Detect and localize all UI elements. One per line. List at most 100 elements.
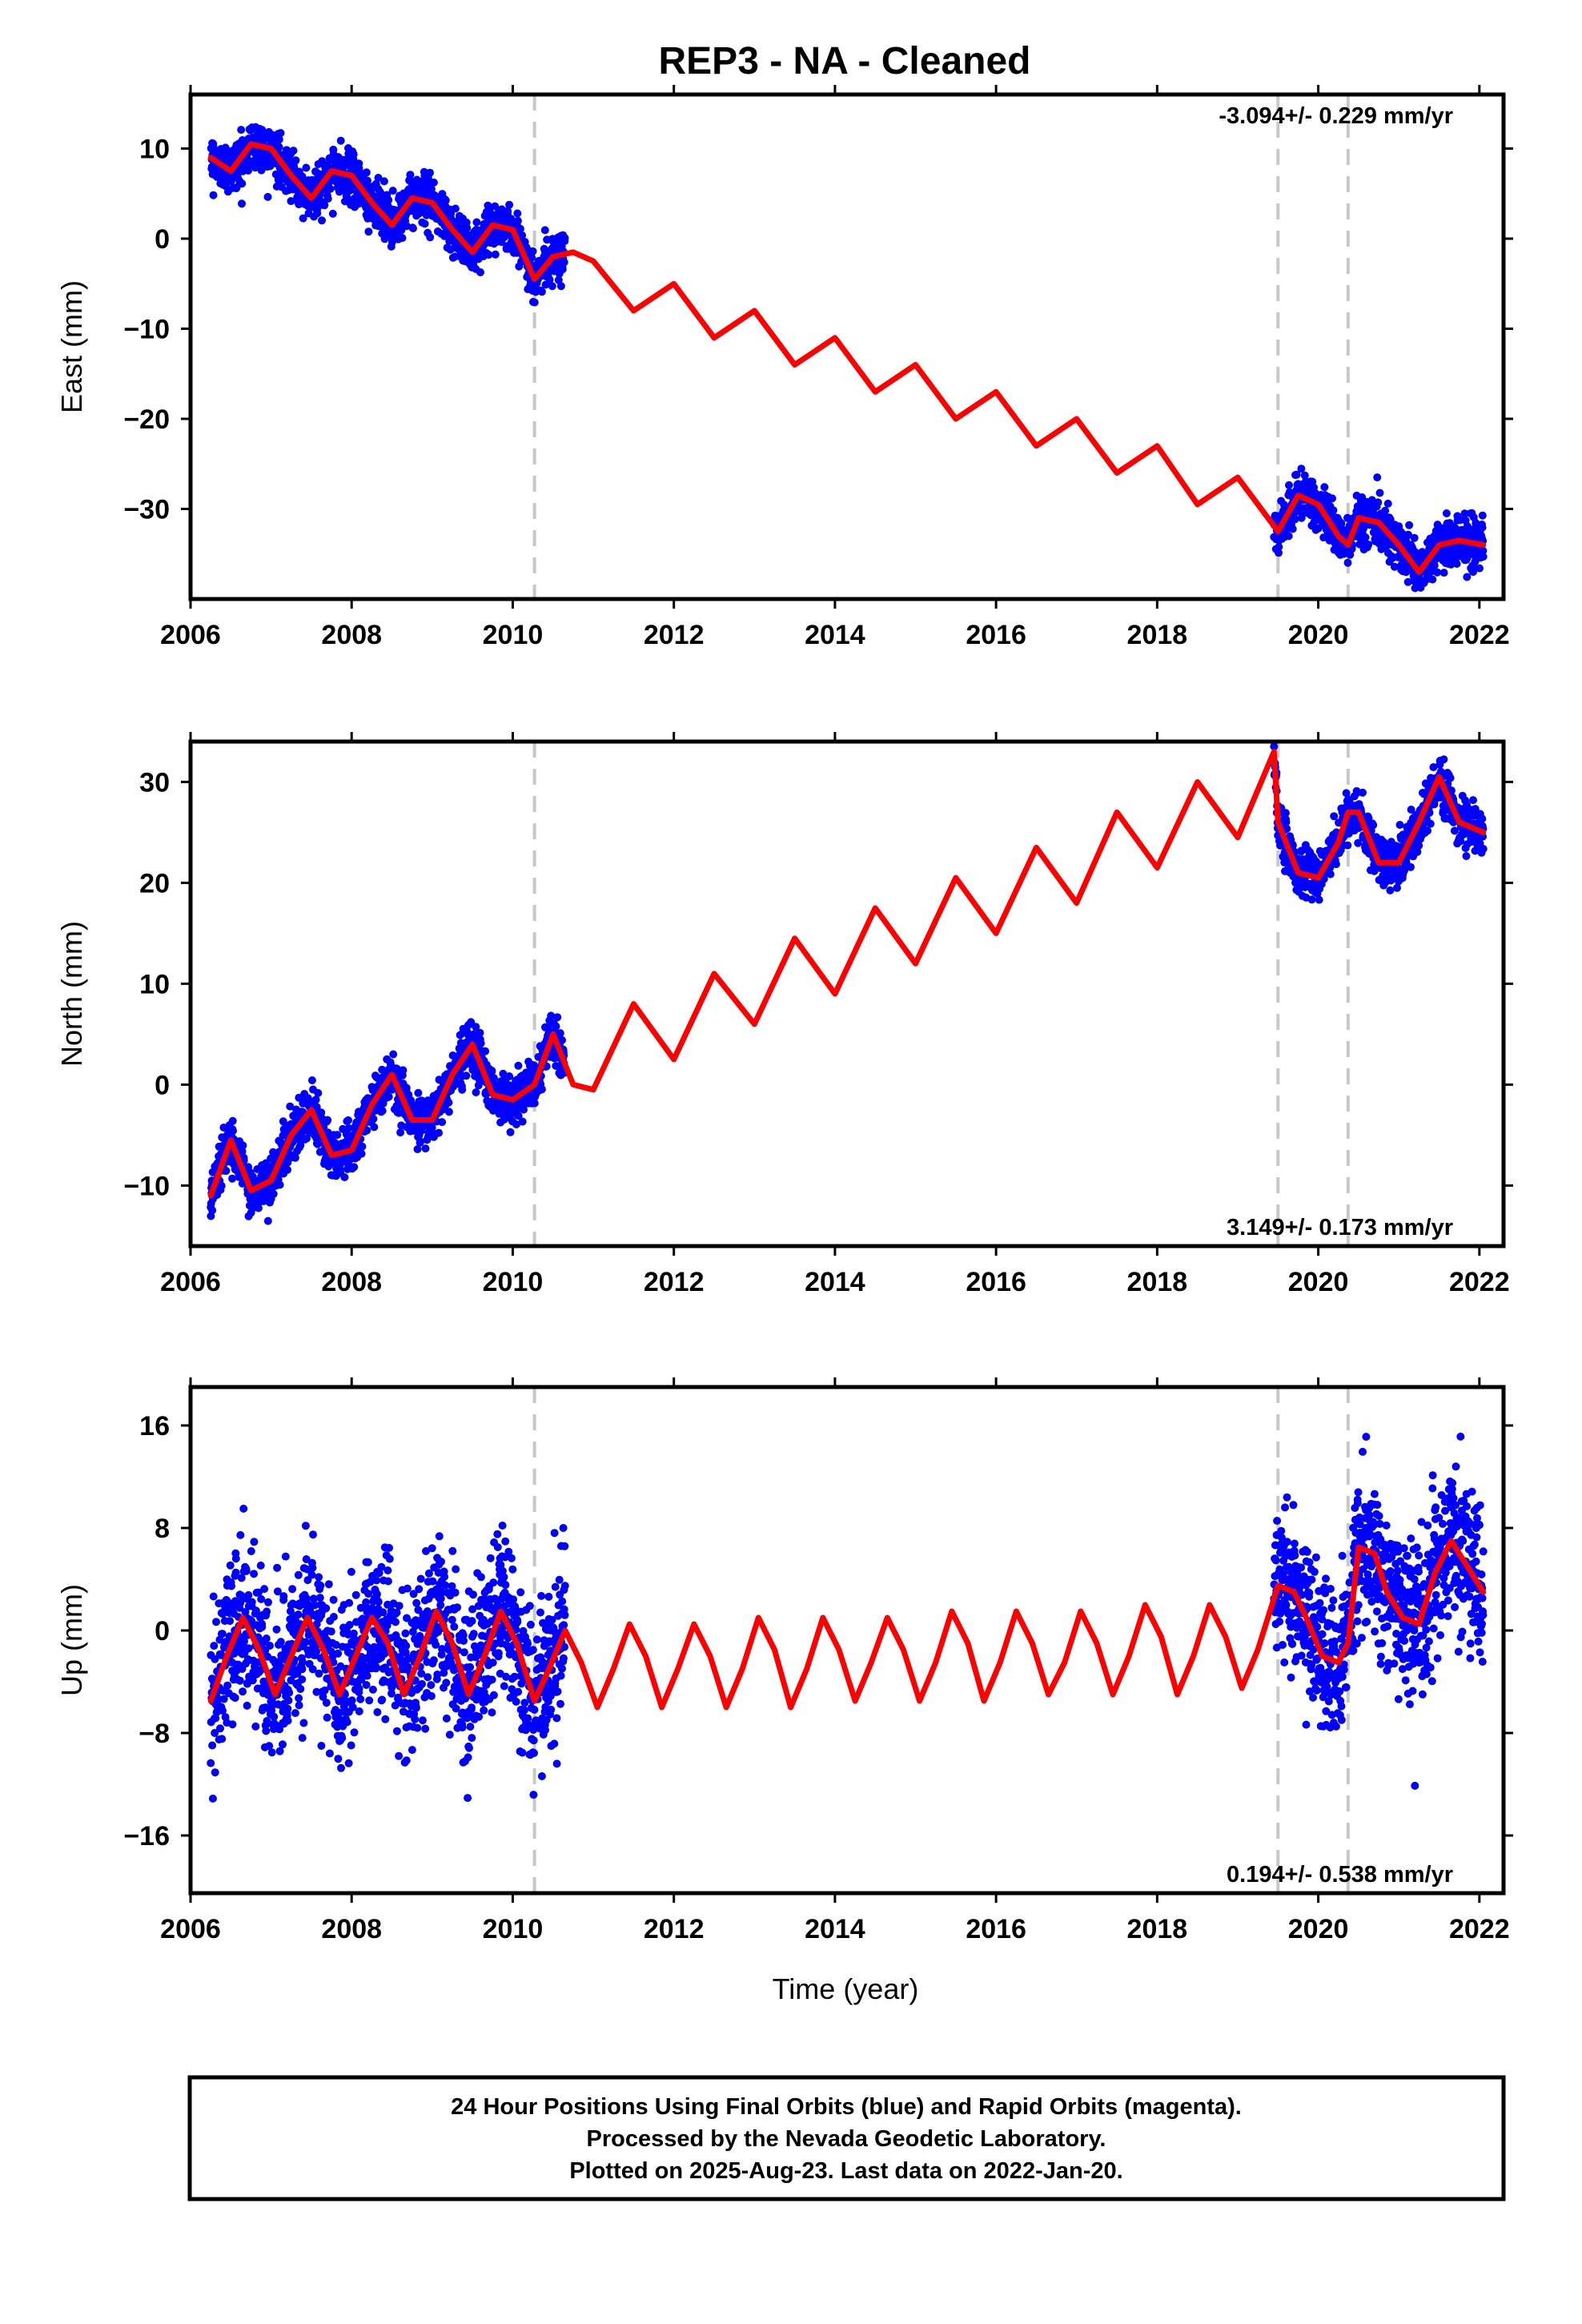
observation-point xyxy=(406,171,415,179)
observation-point xyxy=(505,200,514,209)
observation-point xyxy=(1476,564,1484,573)
observation-point xyxy=(1275,542,1283,551)
observation-point xyxy=(283,1716,292,1725)
observation-point xyxy=(1275,549,1283,557)
observation-point xyxy=(512,1120,520,1128)
rate-label: 3.149+/- 0.173 mm/yr xyxy=(1227,1215,1453,1240)
observation-point xyxy=(556,1029,564,1038)
observation-point xyxy=(312,1103,321,1112)
observation-point xyxy=(364,227,373,236)
observation-point xyxy=(247,1598,256,1606)
observation-point xyxy=(427,185,436,194)
observation-point xyxy=(421,1144,430,1153)
observation-point xyxy=(323,1116,332,1124)
observation-point xyxy=(1386,886,1395,895)
observation-point xyxy=(506,1128,515,1136)
observation-point xyxy=(295,1701,303,1710)
observation-point xyxy=(276,129,285,138)
x-tick-label: 2022 xyxy=(1449,620,1510,650)
observation-point xyxy=(1442,509,1451,517)
observation-point xyxy=(313,209,322,218)
observation-point xyxy=(1433,568,1442,577)
observation-point xyxy=(323,195,332,203)
observation-point xyxy=(530,298,539,307)
observation-point xyxy=(211,1768,219,1777)
observation-point xyxy=(251,1722,260,1731)
observation-point xyxy=(476,268,484,276)
x-tick-label: 2016 xyxy=(966,1267,1026,1297)
observation-point xyxy=(1282,818,1291,826)
y-tick-label: 0 xyxy=(155,224,170,255)
observation-point xyxy=(1319,875,1328,883)
x-tick-label: 2006 xyxy=(160,620,221,650)
observation-point xyxy=(1460,509,1469,518)
observation-point xyxy=(1479,553,1488,561)
model-curve xyxy=(207,141,1487,575)
observation-point xyxy=(320,201,329,210)
observation-point xyxy=(294,1570,303,1579)
x-tick-label: 2012 xyxy=(644,620,705,650)
observation-point xyxy=(262,1727,271,1735)
observation-point xyxy=(298,1665,307,1674)
observation-point xyxy=(284,1696,293,1705)
observation-point xyxy=(214,1695,223,1703)
observation-point xyxy=(1375,489,1384,497)
observation-point xyxy=(279,1740,287,1749)
observation-point xyxy=(275,135,283,144)
plot-content xyxy=(207,742,1488,1246)
observation-point xyxy=(326,184,335,193)
observation-point xyxy=(518,231,527,239)
observation-point xyxy=(504,207,512,215)
observation-point xyxy=(1404,530,1412,539)
observation-point xyxy=(438,1118,447,1127)
observation-point xyxy=(1361,533,1370,541)
observation-point xyxy=(378,1107,387,1116)
y-tick-label: 10 xyxy=(139,135,170,165)
observation-point xyxy=(226,1561,235,1570)
observation-point xyxy=(1291,515,1299,524)
observation-point xyxy=(558,265,567,274)
observation-point xyxy=(520,1105,528,1114)
observation-point xyxy=(209,191,218,199)
y-tick-label: −10 xyxy=(123,1171,170,1201)
observation-point xyxy=(1283,824,1291,833)
observation-point xyxy=(1373,473,1382,482)
observation-point xyxy=(231,1694,239,1703)
observation-point xyxy=(530,1099,539,1108)
observation-point xyxy=(1478,523,1487,532)
observation-point xyxy=(489,1074,498,1083)
observation-point xyxy=(1407,862,1415,871)
observation-point xyxy=(275,143,283,151)
observation-point xyxy=(374,174,383,182)
observation-point xyxy=(217,1181,226,1190)
observation-point xyxy=(288,1585,297,1594)
observation-point xyxy=(1450,826,1459,835)
observation-point xyxy=(340,1173,349,1181)
observation-point xyxy=(237,126,246,135)
observation-point xyxy=(499,1069,508,1078)
observation-point xyxy=(1471,557,1480,566)
observation-point xyxy=(1410,533,1419,542)
observation-point xyxy=(299,1658,307,1667)
rate-label: -3.094+/- 0.229 mm/yr xyxy=(1219,103,1453,129)
observation-point xyxy=(1307,895,1316,904)
observation-point xyxy=(263,1607,271,1616)
observation-point xyxy=(1469,568,1477,577)
plot-frame xyxy=(188,739,1506,1248)
observation-point xyxy=(451,204,460,213)
y-tick-label: −10 xyxy=(123,315,170,345)
observation-point xyxy=(307,1076,316,1084)
observation-point xyxy=(1285,480,1293,489)
observation-point xyxy=(275,1747,284,1755)
observation-point xyxy=(426,168,434,177)
observation-point xyxy=(358,1142,367,1151)
observation-point xyxy=(262,1634,271,1642)
observation-point xyxy=(211,1729,219,1737)
observation-point xyxy=(414,1088,423,1097)
observation-point xyxy=(1326,870,1335,879)
observation-point xyxy=(1354,838,1363,847)
observation-point xyxy=(212,1618,220,1626)
observation-point xyxy=(552,1022,560,1031)
observation-point xyxy=(1463,573,1472,581)
observation-point xyxy=(514,1112,523,1120)
